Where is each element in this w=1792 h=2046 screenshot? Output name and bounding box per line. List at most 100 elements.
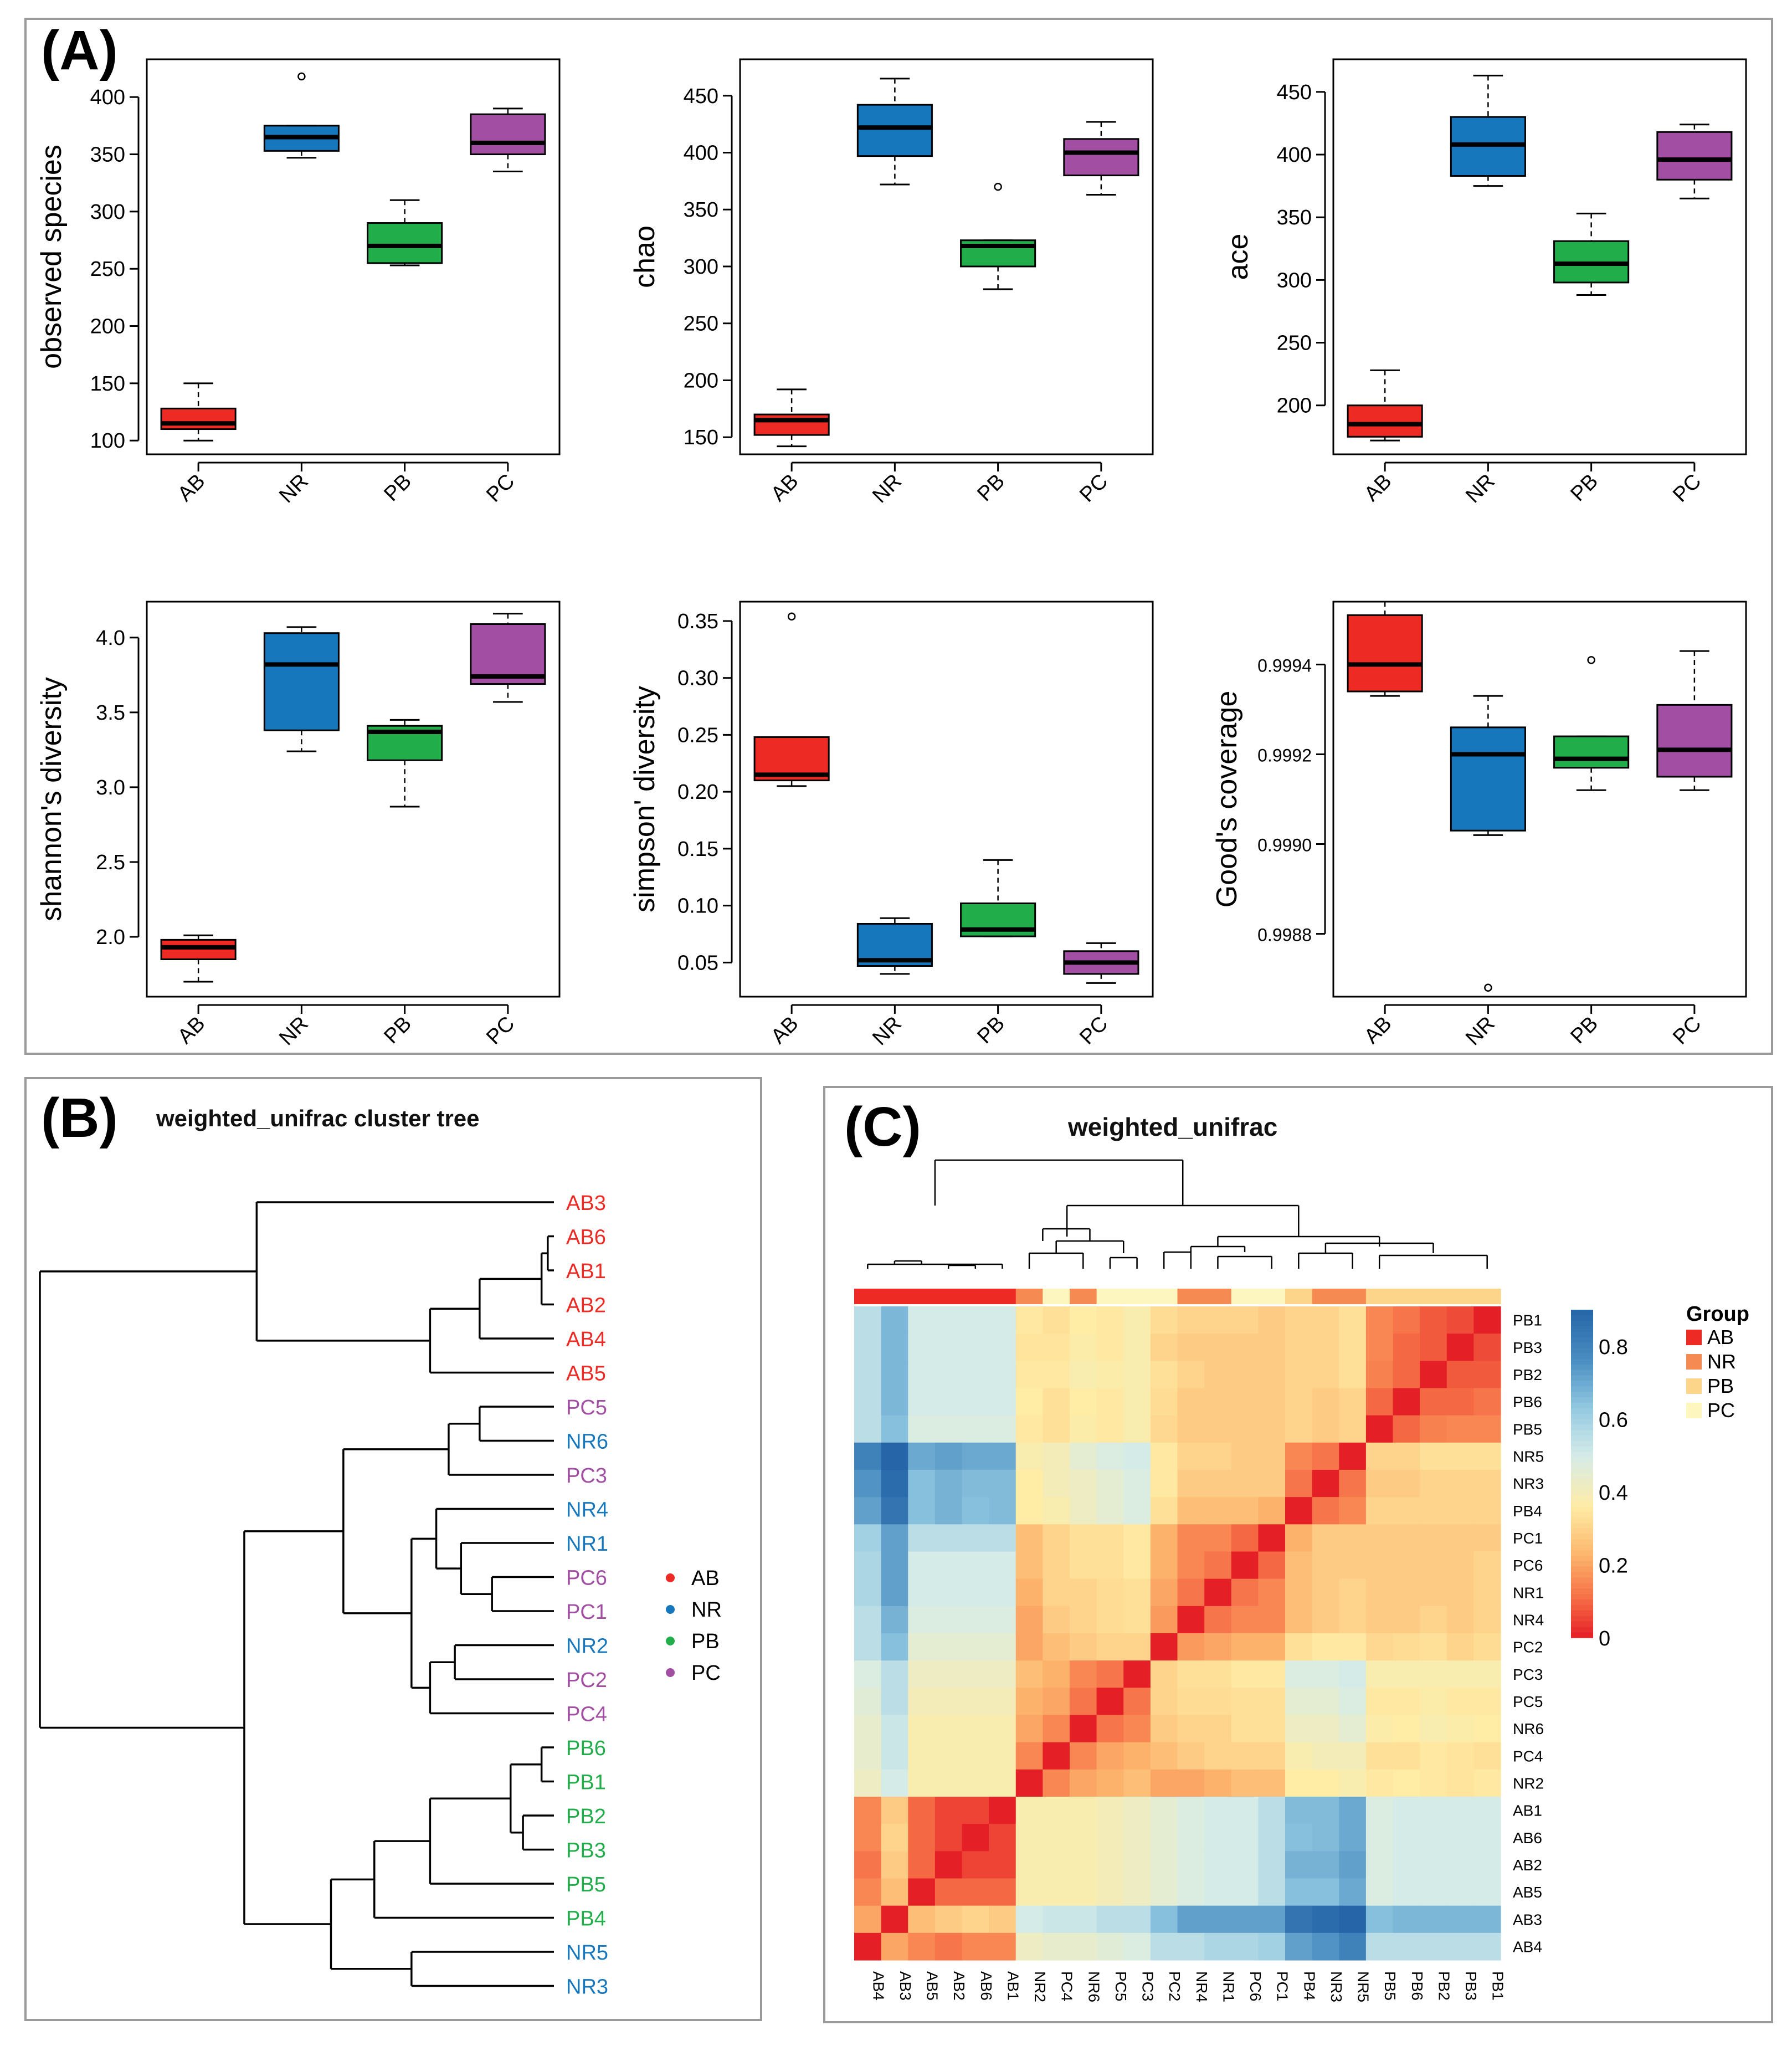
colorbar-tick-label: 0.6 (1599, 1408, 1628, 1432)
heatmap-cell (1393, 1715, 1420, 1743)
heatmap-cell (1312, 1306, 1339, 1334)
heatmap-cell (962, 1578, 989, 1607)
heatmap-cell (1420, 1361, 1447, 1389)
colorbar-step (1571, 1413, 1593, 1420)
y-tick-label: 350 (1277, 206, 1312, 229)
heatmap-cell (1123, 1660, 1151, 1688)
leaf-label: AB1 (566, 1260, 606, 1283)
heatmap-cell (1204, 1633, 1232, 1661)
heatmap-cell (1473, 1306, 1501, 1334)
leaf-label: AB5 (566, 1362, 606, 1386)
heatmap-cell (1123, 1688, 1151, 1716)
box-iqr (856, 104, 933, 157)
heatmap-cell (1420, 1878, 1447, 1906)
heatmap-cell (934, 1497, 963, 1525)
heatmap-cell (1177, 1578, 1205, 1607)
heatmap-cell (1096, 1660, 1124, 1688)
heatmap-cell (854, 1769, 882, 1797)
colorbar-step (1571, 1457, 1593, 1464)
row-label: AB4 (1513, 1938, 1542, 1955)
group-annotation-cell (1312, 1289, 1339, 1304)
heatmap-cell (1177, 1388, 1205, 1416)
heatmap-cell (989, 1524, 1016, 1552)
heatmap-cell (1473, 1660, 1501, 1688)
row-label: AB2 (1513, 1857, 1542, 1874)
heatmap-cell (1043, 1878, 1070, 1906)
heatmap-cell (1043, 1606, 1070, 1634)
heatmap-cell (1365, 1551, 1394, 1580)
colorbar-step (1571, 1528, 1593, 1535)
heatmap-cell (1339, 1470, 1367, 1498)
column-label: AB1 (1004, 1971, 1021, 2001)
heatmap-cell (1339, 1334, 1367, 1361)
heatmap-cell (1446, 1688, 1474, 1716)
heatmap-cell (1177, 1551, 1205, 1580)
heatmap-cell (1231, 1851, 1259, 1879)
heatmap-cell (1285, 1415, 1313, 1443)
heatmap-cell (1070, 1905, 1097, 1934)
heatmap-cell (1096, 1715, 1124, 1743)
heatmap-cell (1258, 1742, 1286, 1770)
colorbar-step (1571, 1479, 1593, 1485)
heatmap-cell (1365, 1388, 1394, 1416)
colorbar-step (1571, 1506, 1593, 1512)
colorbar-step (1571, 1424, 1593, 1430)
heatmap-cell (854, 1715, 882, 1743)
heatmap-cell (881, 1633, 908, 1661)
plot-frame (1332, 58, 1747, 455)
heatmap-cell (1393, 1524, 1420, 1552)
row-label: NR5 (1513, 1448, 1544, 1465)
heatmap-cell (1015, 1361, 1043, 1389)
heatmap-cell (1258, 1633, 1286, 1661)
heatmap-cell (1231, 1715, 1259, 1743)
box-PB (1553, 656, 1630, 791)
box-PC (470, 613, 546, 703)
heatmap-cell (1177, 1797, 1205, 1824)
heatmap-cell (1043, 1688, 1070, 1716)
heatmap-cell (1365, 1715, 1394, 1743)
colorbar-step (1571, 1358, 1593, 1365)
leaf-label: PB4 (566, 1907, 606, 1931)
heatmap-cell (962, 1688, 989, 1716)
row-label: PB5 (1513, 1421, 1542, 1438)
y-axis-label: ace (1222, 234, 1254, 280)
heatmap-cell (1258, 1442, 1286, 1470)
heatmap-cell (1150, 1334, 1178, 1361)
heatmap-cell (1123, 1306, 1151, 1334)
heatmap-cell (1446, 1932, 1474, 1961)
heatmap-cell (1150, 1824, 1178, 1852)
heatmap-cell (908, 1742, 936, 1770)
plot-frame (146, 601, 561, 998)
heatmap-cell (1312, 1715, 1339, 1743)
heatmap-cell (1096, 1905, 1124, 1934)
heatmap-cell (962, 1660, 989, 1688)
heatmap-cell (989, 1415, 1016, 1443)
box-NR (263, 72, 340, 159)
heatmap-cell (1393, 1932, 1420, 1961)
heatmap-cell (1123, 1878, 1151, 1906)
column-label: PB1 (1490, 1971, 1507, 2001)
colorbar-step (1571, 1495, 1593, 1502)
heatmap-cell (881, 1932, 908, 1961)
heatmap-cell (962, 1442, 989, 1470)
heatmap-cell (1177, 1470, 1205, 1498)
heatmap-cell (1070, 1688, 1097, 1716)
colorbar-step (1571, 1572, 1593, 1578)
plot-frame (739, 601, 1154, 998)
group-annotation-cell (1473, 1289, 1501, 1304)
colorbar-step (1571, 1440, 1593, 1447)
heatmap-cell (934, 1851, 963, 1879)
heatmap-cell (1339, 1442, 1367, 1470)
heatmap-cell (1150, 1688, 1178, 1716)
heatmap-cell (854, 1797, 882, 1824)
heatmap-cell (1393, 1742, 1420, 1770)
heatmap-cell (908, 1797, 936, 1824)
heatmap-cell (1285, 1497, 1313, 1525)
heatmap-cell (989, 1606, 1016, 1634)
box-iqr (1063, 138, 1139, 177)
heatmap-cell (962, 1797, 989, 1824)
heatmap-cell (1393, 1688, 1420, 1716)
leaf-label: PB3 (566, 1839, 606, 1863)
heatmap-cell (854, 1524, 882, 1552)
heatmap-cell (1204, 1660, 1232, 1688)
